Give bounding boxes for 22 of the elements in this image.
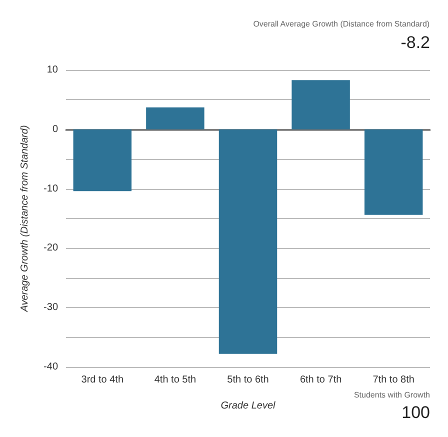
bar [146, 107, 204, 130]
x-tick-label: 6th to 7th [300, 374, 342, 386]
text: 100 [402, 403, 430, 422]
y-tick-label: -20 [44, 242, 58, 254]
x-tick-label: 3rd to 4th [81, 374, 124, 386]
x-tick-label: 7th to 8th [372, 374, 414, 386]
x-tick-label: 4th to 5th [154, 374, 196, 386]
x-axis-title: Grade Level [220, 400, 276, 412]
text: -8.2 [400, 33, 430, 52]
bar [73, 129, 132, 192]
y-tick-label: -10 [44, 183, 58, 194]
bar [364, 129, 423, 215]
y-tick-label: 0 [52, 124, 58, 135]
text: Overall Average Growth (Distance from Standard) [253, 20, 430, 28]
bar [292, 80, 350, 130]
y-tick-label: 10 [46, 64, 58, 76]
text: Students with Growth [354, 390, 430, 400]
y-tick-label: -40 [44, 362, 58, 372]
y-tick-label: -30 [44, 302, 58, 314]
bar [218, 129, 278, 354]
x-tick-label: 5th to 6th [227, 374, 269, 386]
y-axis-title: Average Growth (Distance from Standard) [20, 125, 30, 313]
